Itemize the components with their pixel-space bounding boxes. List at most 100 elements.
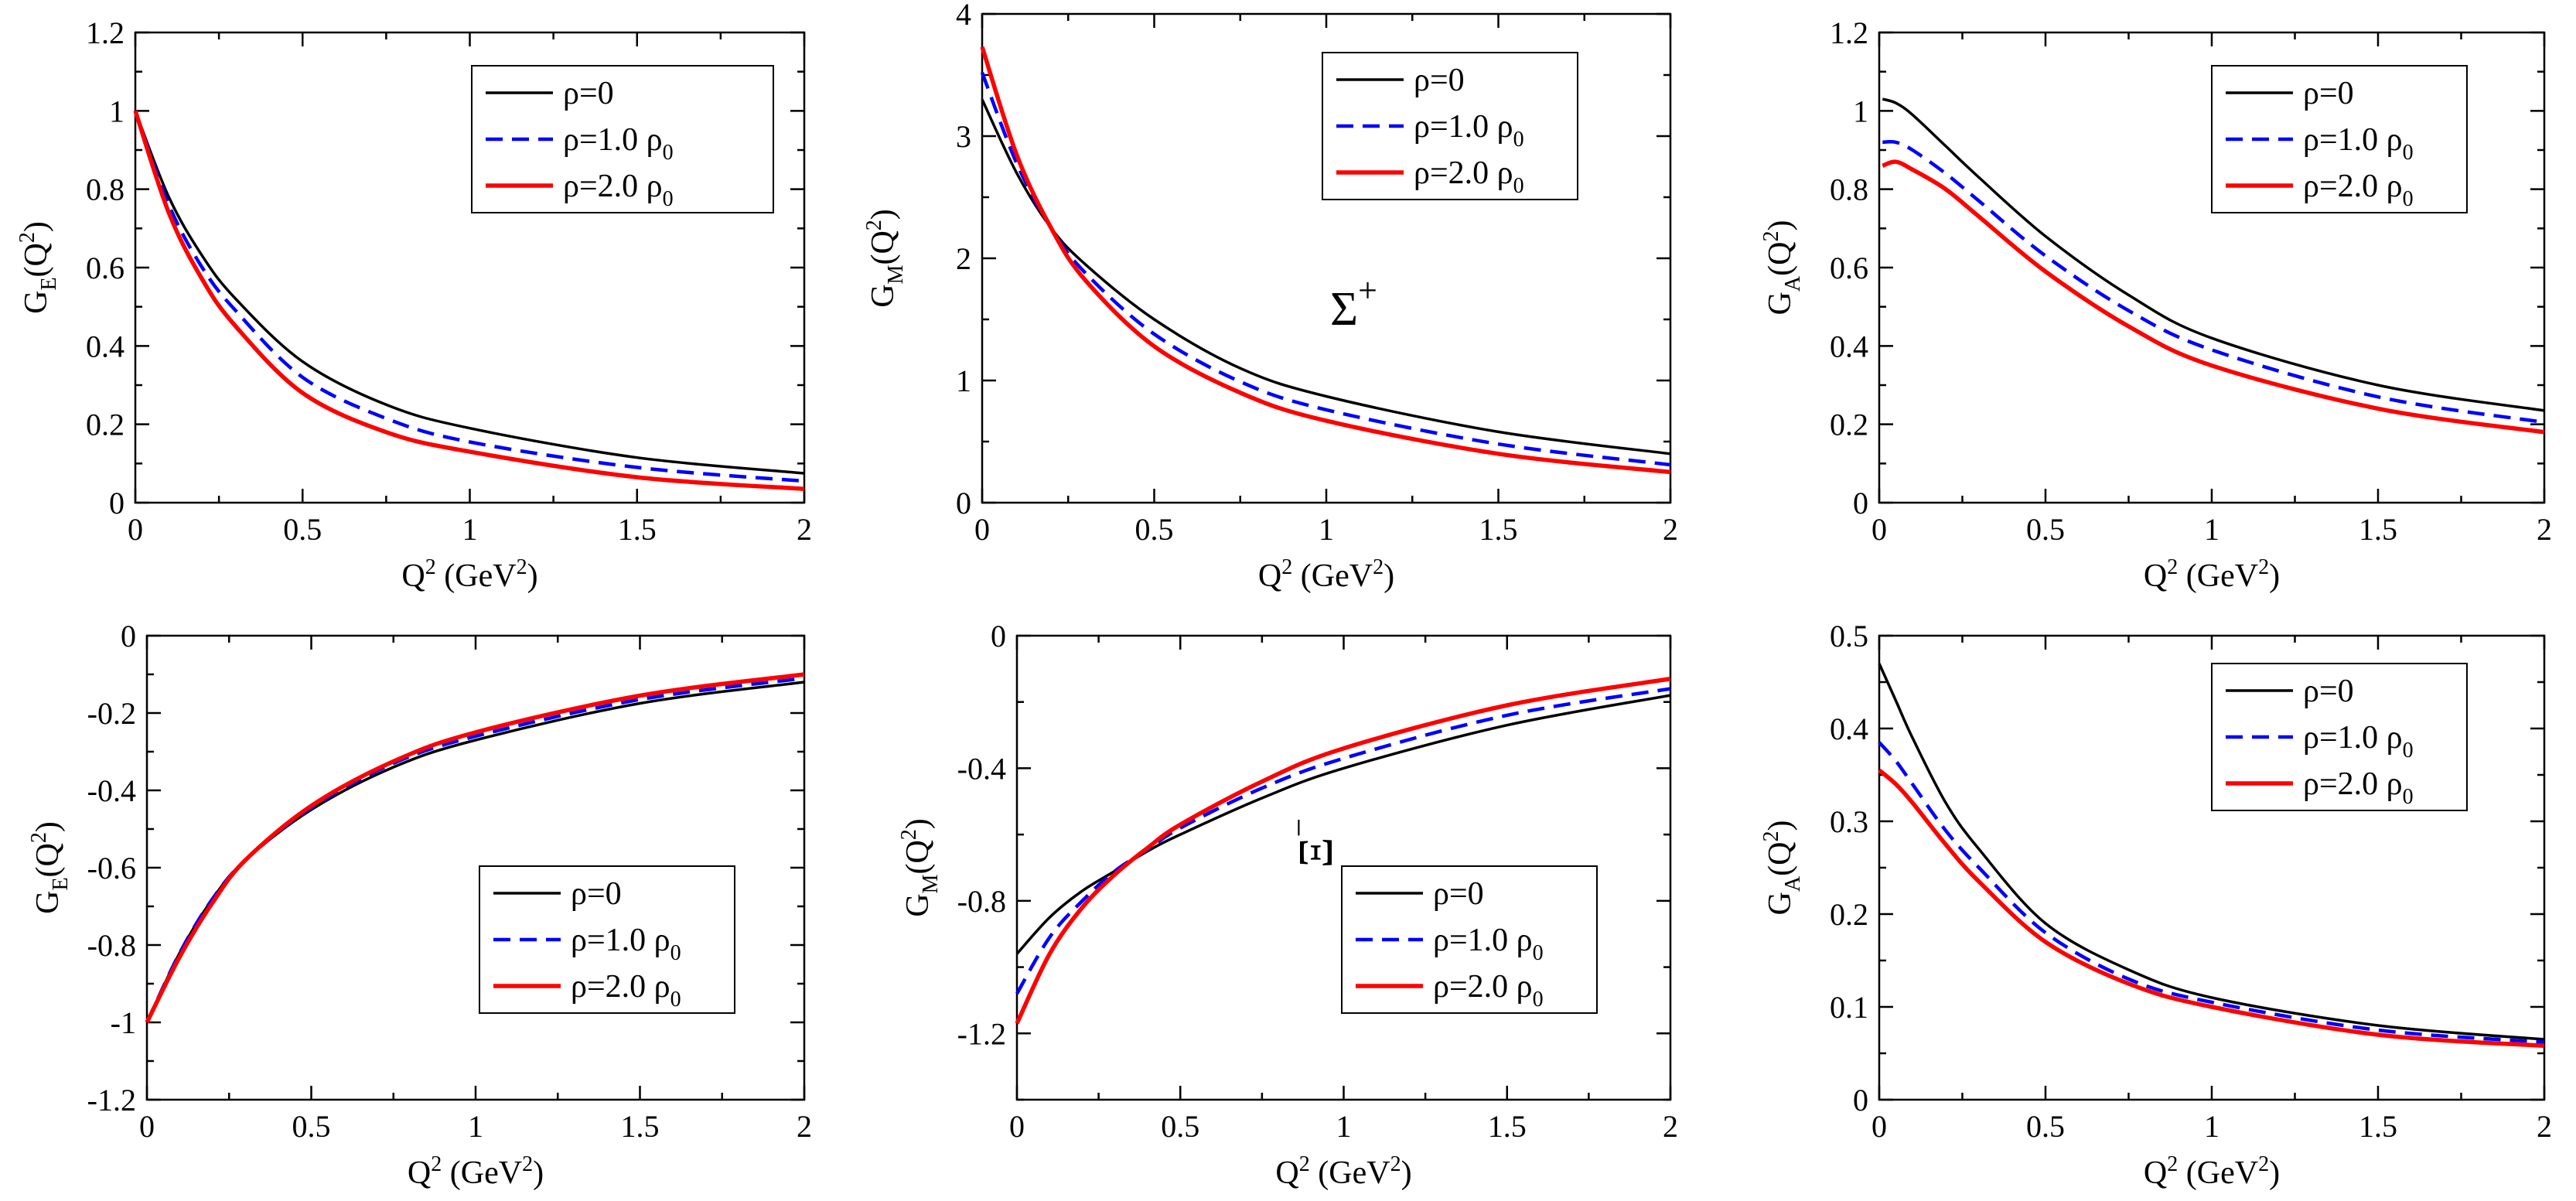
x-tick-label: 0 — [1009, 1109, 1025, 1144]
series-line-3 — [1015, 676, 1671, 1025]
y-tick-label: 0.2 — [86, 408, 125, 442]
series-line-1 — [981, 98, 1671, 455]
y-tick-label: 0.3 — [1830, 804, 1868, 839]
legend: ρ=0 ρ=1.0 ρ0ρ=2.0 ρ0 — [471, 65, 774, 213]
series-line-1 — [1015, 694, 1671, 955]
y-tick-label: -0.4 — [957, 751, 1006, 786]
series-line-1 — [1878, 663, 2545, 1041]
legend: ρ=0 ρ=1.0 ρ0ρ=2.0 ρ0 — [479, 865, 735, 1014]
y-tick-label: 3 — [956, 119, 971, 154]
chart-panel-1: 0 0.5 1 1.5 2 0 0.2 0.4 0.6 0.8 1 1.2 Q2 (GeV2) GE(Q2… — [15, 15, 812, 594]
legend-label-3: ρ=2.0 ρ0 — [571, 969, 681, 1012]
x-axis-label: Q2 (GeV2) — [2144, 1152, 2280, 1191]
y-tick-label: -0.8 — [957, 884, 1006, 919]
x-tick-label: 0.5 — [1135, 512, 1174, 547]
y-tick-label: 1 — [1853, 94, 1868, 128]
y-tick-label: 0 — [956, 486, 971, 520]
y-tick-label: 0.1 — [1830, 990, 1868, 1025]
y-tick-label: 0 — [991, 619, 1006, 653]
x-axis-label: Q2 (GeV2) — [2144, 555, 2280, 594]
y-tick-label: 0.6 — [86, 251, 125, 285]
x-tick-label: 2 — [797, 1109, 812, 1144]
y-axis-label: GA(Q2) — [1759, 220, 1805, 316]
legend-label-3: ρ=2.0 ρ0 — [1414, 155, 1524, 198]
y-tick-label: 0.5 — [1830, 619, 1868, 653]
y-tick-label: -1 — [111, 1005, 136, 1040]
series-line-2 — [1882, 139, 2545, 425]
x-tick-label: 0.5 — [292, 1109, 331, 1144]
chart-panel-5: 0 0.5 1 1.5 2 -1.2 -0.8 -0.4 0 Q2 (GeV2) GM(Q2) ρ=0… — [897, 619, 1678, 1191]
x-tick-label: 1.5 — [2359, 512, 2397, 547]
x-tick-label: 1.5 — [618, 512, 657, 547]
x-tick-label: 0.5 — [2026, 1109, 2065, 1144]
legend-label-3: ρ=2.0 ρ0 — [563, 169, 674, 211]
x-tick-label: 1 — [462, 512, 478, 547]
y-tick-label: 1.2 — [86, 15, 125, 50]
x-tick-label: 2 — [2537, 512, 2552, 547]
legend-label-2: ρ=1.0 ρ0 — [1414, 109, 1524, 152]
legend-label-2: ρ=1.0 ρ0 — [1433, 923, 1544, 965]
x-tick-label: 0 — [1871, 1109, 1887, 1144]
y-tick-label: 0.8 — [86, 172, 125, 207]
y-tick-label: -0.6 — [87, 851, 136, 885]
legend: ρ=0 ρ=1.0 ρ0ρ=2.0 ρ0 — [2211, 663, 2468, 811]
chart-panel-2: 0 0.5 1 1.5 2 0 1 2 3 4 Q2 (GeV2) GM(Q2) ρ=0 ρ=1.0 ρ0… — [862, 0, 1678, 594]
legend-label-2: ρ=1.0 ρ0 — [2303, 122, 2414, 165]
y-tick-label: 0.4 — [1830, 711, 1868, 746]
y-tick-label: -0.8 — [87, 928, 136, 963]
legend-label-1: ρ=0 — [2303, 674, 2354, 709]
y-tick-label: -0.4 — [87, 773, 136, 808]
y-tick-label: 0 — [109, 486, 125, 520]
x-tick-label: 1 — [1336, 1109, 1352, 1144]
y-tick-label: 0 — [1853, 1083, 1868, 1117]
y-tick-label: 4 — [956, 0, 971, 32]
legend-label-1: ρ=0 — [2303, 76, 2354, 111]
particle-annotation: Ξ− — [1280, 818, 1343, 868]
x-tick-label: 1.5 — [1479, 512, 1518, 547]
series-line-3 — [145, 672, 805, 1024]
legend-label-3: ρ=2.0 ρ0 — [2303, 766, 2414, 809]
x-tick-label: 1 — [468, 1109, 483, 1144]
x-tick-label: 1 — [2204, 1109, 2219, 1144]
series-line-2 — [1878, 741, 2545, 1044]
y-tick-label: 0.2 — [1830, 408, 1868, 442]
y-tick-label: 0.6 — [1830, 251, 1868, 285]
y-tick-label: 0 — [1853, 486, 1868, 520]
x-axis-label: Q2 (GeV2) — [1275, 1152, 1411, 1191]
legend: ρ=0 ρ=1.0 ρ0ρ=2.0 ρ0 — [2211, 65, 2468, 213]
x-tick-label: 2 — [797, 512, 812, 547]
y-tick-label: -1.2 — [957, 1016, 1006, 1051]
x-tick-label: 1 — [1319, 512, 1334, 547]
y-tick-label: 0 — [121, 619, 136, 653]
y-tick-label: 1 — [956, 363, 971, 398]
y-tick-label: -0.2 — [87, 696, 136, 731]
legend: ρ=0 ρ=1.0 ρ0ρ=2.0 ρ0 — [1341, 865, 1598, 1014]
y-tick-label: 1 — [109, 94, 125, 128]
y-axis-label: GA(Q2) — [1759, 821, 1805, 916]
x-tick-label: 0 — [128, 512, 143, 547]
x-tick-label: 0 — [974, 512, 990, 547]
series-line-3 — [980, 46, 1671, 475]
y-tick-label: -1.2 — [87, 1083, 136, 1117]
y-tick-label: 0.4 — [86, 329, 125, 363]
series-line-3 — [1882, 159, 2545, 435]
y-tick-label: 0.2 — [1830, 897, 1868, 932]
legend-label-3: ρ=2.0 ρ0 — [1433, 969, 1544, 1012]
y-axis-label: GM(Q2) — [897, 818, 943, 917]
legend-label-2: ρ=1.0 ρ0 — [2303, 720, 2414, 763]
x-tick-label: 0 — [1871, 512, 1887, 547]
legend-label-2: ρ=1.0 ρ0 — [571, 923, 681, 965]
legend-label-1: ρ=0 — [563, 76, 614, 111]
y-axis-label: GE(Q2) — [27, 821, 73, 914]
chart-panel-4: 0 0.5 1 1.5 2 -1.2 -1 -0.8 -0.6 -0.4 -0.2 0 Q2 (GeV2… — [27, 619, 812, 1191]
x-tick-label: 2 — [1663, 1109, 1678, 1144]
y-axis-label: GE(Q2) — [15, 221, 61, 314]
chart-panel-3: 0 0.5 1 1.5 2 0 0.2 0.4 0.6 0.8 1 1.2 Q2 (GeV2) GA(Q2… — [1759, 15, 2552, 594]
x-tick-label: 2 — [2537, 1109, 2552, 1144]
particle-annotation: Σ+ — [1330, 271, 1377, 336]
legend-label-1: ρ=0 — [1414, 63, 1465, 98]
x-tick-label: 2 — [1663, 512, 1678, 547]
x-tick-label: 0.5 — [283, 512, 322, 547]
x-tick-label: 1.5 — [2359, 1109, 2397, 1144]
